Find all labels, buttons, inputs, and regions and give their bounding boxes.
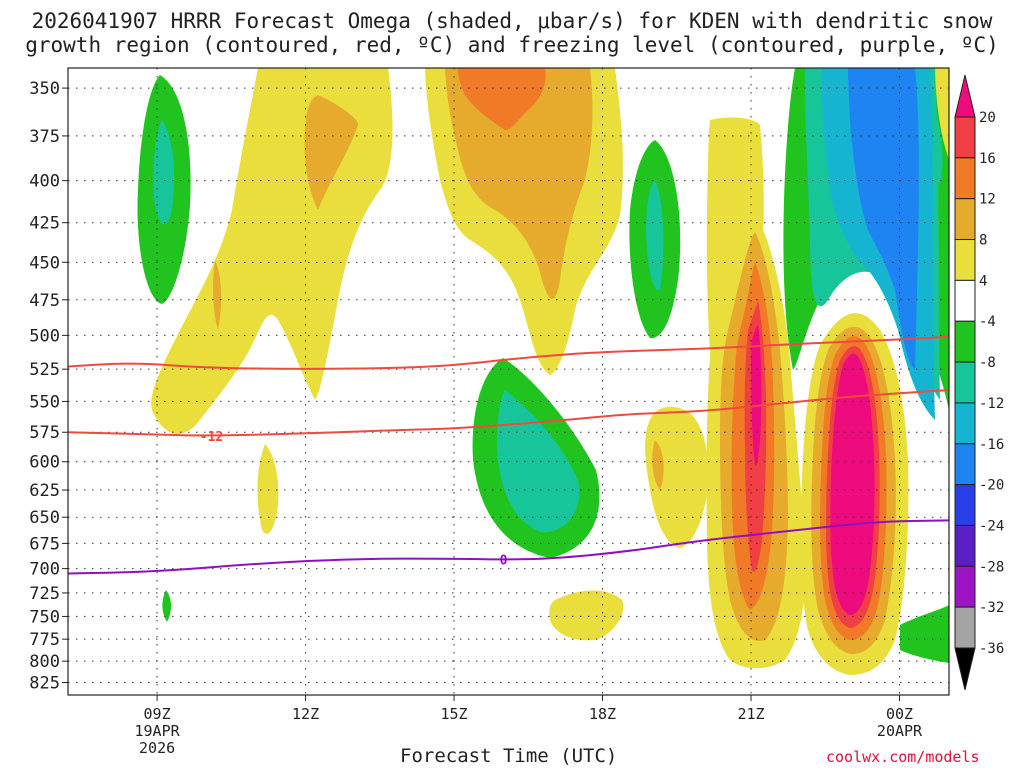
colorbar-label: 8 [979,233,987,249]
x-tick-year: 2026 [139,739,175,757]
colorbar-bin [954,484,976,526]
y-tick-label: 575 [29,423,60,443]
omega-region [935,68,949,160]
colorbar-bottom-arrow [954,647,976,691]
colorbar-label: -28 [979,559,1004,575]
omega-region [646,180,664,291]
colorbar-bin [954,402,976,445]
x-tick-date: 20APR [877,722,923,740]
colorbar-bin [954,443,976,486]
colorbar-bin [954,279,976,322]
omega-region [445,68,593,299]
y-tick-label: 375 [29,127,60,147]
omega-region [213,260,222,330]
omega-region [830,353,875,615]
omega-region [751,325,762,466]
source-credit: coolwx.com/models [826,748,980,766]
colorbar-legend: 20 16 12 8 4 -4 -8 -12 -16 -20 -24 -28 -32 -36 [954,74,1004,691]
omega-region [848,68,919,370]
contour-label: 0 [500,554,508,569]
freezing-level-contour [68,519,949,575]
colorbar-bin [954,116,976,159]
dgz-warm-edge-contour [68,335,949,370]
y-tick-label: 750 [29,607,60,627]
y-tick-label: 425 [29,214,60,234]
contour-layer: -12 0 [68,335,949,575]
x-tick-date: 19APR [135,722,181,740]
y-tick-label: 400 [29,172,60,192]
omega-region [652,440,664,490]
x-tick-label: 00Z [886,705,913,723]
colorbar-label: 16 [979,151,996,167]
y-tick-label: 625 [29,481,60,501]
omega-shading-layer [137,68,949,675]
colorbar-bin [954,320,976,363]
omega-region [497,390,580,533]
omega-region [153,120,175,225]
y-tick-label: 700 [29,560,60,580]
omega-region [162,590,172,622]
colorbar-label: -24 [979,518,1004,534]
colorbar-label: -8 [979,355,996,371]
colorbar-label: 12 [979,192,996,208]
colorbar-bin [954,524,976,567]
x-tick-label: 15Z [441,705,468,723]
colorbar-label: -4 [979,314,996,330]
y-tick-label: 775 [29,630,60,650]
y-tick-label: 525 [29,360,60,380]
colorbar-label: -36 [979,641,1004,657]
y-tick-label: 600 [29,453,60,473]
plot-frame [67,67,950,696]
colorbar-bin [954,361,976,404]
colorbar-top-arrow [954,74,976,118]
colorbar-label: -12 [979,396,1004,412]
y-tick-label: 500 [29,326,60,346]
omega-region [257,444,279,534]
y-tick-label: 450 [29,253,60,273]
omega-region [932,115,943,185]
colorbar-bin [954,239,976,281]
omega-region [549,590,624,641]
x-axis-title: Forecast Time (UTC) [400,745,618,767]
colorbar-label: 4 [979,273,987,289]
y-tick-label: 550 [29,392,60,412]
colorbar-label: -20 [979,478,1004,494]
y-axis: 350 375 400 425 450 475 500 525 550 575 600 625 650 6… [29,79,68,694]
colorbar-bin [954,606,976,649]
x-tick-label: 12Z [292,705,319,723]
dgz-cold-edge-contour [68,389,949,437]
omega-region [304,95,359,210]
colorbar-bin [954,198,976,241]
colorbar-label: -32 [979,600,1004,616]
omega-region [645,406,709,548]
y-tick-label: 825 [29,674,60,694]
x-tick-label: 09Z [144,705,171,723]
omega-region [900,605,949,663]
y-tick-label: 675 [29,534,60,554]
omega-region [458,68,546,130]
y-tick-label: 475 [29,291,60,311]
chart-title-line-2: growth region (contoured, red, ºC) and f… [25,33,999,57]
colorbar-label: 20 [979,110,996,126]
colorbar-bin [954,157,976,200]
x-tick-label: 21Z [737,705,764,723]
x-tick-label: 18Z [589,705,616,723]
contour-label: -12 [200,430,223,445]
y-tick-label: 800 [29,652,60,672]
colorbar-bin [954,565,976,608]
chart-title-line-1: 2026041907 HRRR Forecast Omega (shaded, … [31,9,993,33]
y-tick-label: 725 [29,584,60,604]
colorbar-label: -16 [979,437,1004,453]
y-tick-label: 650 [29,508,60,528]
dotted-grid [68,68,949,695]
y-tick-label: 350 [29,79,60,99]
